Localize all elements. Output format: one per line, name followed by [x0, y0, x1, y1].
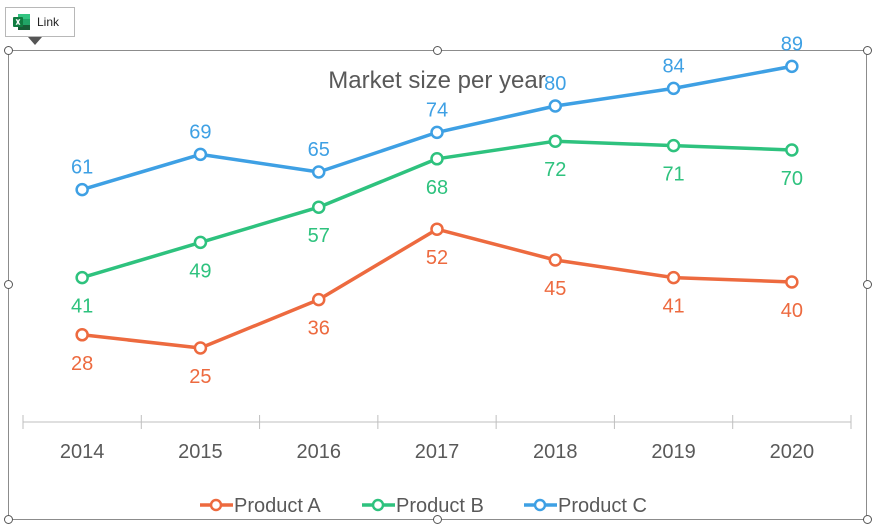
- resize-handle-middle-left[interactable]: [4, 280, 13, 289]
- data-label: 61: [71, 157, 93, 179]
- data-label: 49: [189, 260, 211, 282]
- legend-swatch-marker: [209, 498, 223, 512]
- excel-icon: [13, 14, 30, 30]
- data-point[interactable]: [193, 341, 208, 355]
- resize-handle-top-right[interactable]: [863, 46, 872, 55]
- x-tick-label: 2015: [178, 441, 223, 463]
- legend-item[interactable]: Product C: [524, 495, 647, 517]
- data-label: 36: [308, 318, 330, 340]
- data-point[interactable]: [548, 134, 563, 148]
- data-point[interactable]: [193, 147, 208, 162]
- data-point[interactable]: [430, 125, 444, 140]
- data-label: 65: [308, 139, 330, 161]
- legend-swatch-marker: [533, 498, 547, 512]
- data-point[interactable]: [75, 328, 89, 342]
- data-point[interactable]: [75, 182, 89, 197]
- data-point[interactable]: [311, 165, 326, 179]
- data-label: 45: [544, 278, 566, 300]
- data-label: 80: [544, 73, 566, 95]
- resize-handle-top-center[interactable]: [433, 46, 442, 55]
- excel-link-badge[interactable]: Link: [5, 7, 75, 45]
- x-tick-label: 2018: [533, 441, 578, 463]
- x-tick-label: 2020: [770, 441, 815, 463]
- link-label: Link: [37, 15, 60, 29]
- legend-label: Product C: [558, 495, 647, 517]
- data-point[interactable]: [666, 81, 681, 96]
- data-point[interactable]: [548, 253, 563, 267]
- data-label: 25: [189, 366, 211, 388]
- data-point[interactable]: [785, 275, 799, 289]
- x-tick-label: 2017: [415, 441, 460, 463]
- series-product-a: 28 25 36 52 45 41 40: [71, 222, 803, 388]
- data-label: 57: [308, 225, 330, 247]
- data-label: 68: [426, 177, 448, 199]
- data-label: 28: [71, 353, 93, 375]
- legend-item[interactable]: Product B: [362, 495, 484, 517]
- data-point[interactable]: [430, 152, 444, 166]
- data-label: 72: [544, 159, 566, 181]
- data-label: 89: [781, 33, 803, 55]
- chart-title: Market size per year: [328, 67, 545, 94]
- data-label: 84: [662, 55, 684, 77]
- data-point[interactable]: [193, 235, 208, 250]
- series-product-b: 41 49 57 68 72 71 70: [71, 134, 803, 318]
- data-label: 74: [426, 99, 448, 121]
- data-label: 71: [662, 164, 684, 186]
- data-point[interactable]: [430, 222, 444, 236]
- series-product-c: 61 69 65 74 80 84 89: [71, 33, 803, 197]
- data-label: 52: [426, 247, 448, 269]
- data-point[interactable]: [666, 270, 681, 285]
- data-point[interactable]: [311, 200, 326, 214]
- legend: Product A Product B Product C: [200, 495, 647, 517]
- data-point[interactable]: [785, 59, 799, 74]
- data-label: 69: [189, 121, 211, 143]
- legend-label: Product A: [234, 495, 321, 517]
- data-point[interactable]: [666, 138, 681, 153]
- data-point[interactable]: [785, 143, 799, 157]
- x-tick-label: 2016: [296, 441, 341, 463]
- x-tick-label: 2014: [60, 441, 105, 463]
- data-point[interactable]: [311, 292, 326, 307]
- resize-handle-middle-right[interactable]: [863, 280, 872, 289]
- legend-item[interactable]: Product A: [200, 495, 321, 517]
- data-point[interactable]: [548, 99, 563, 113]
- x-tick-label: 2019: [651, 441, 696, 463]
- data-label: 41: [662, 296, 684, 318]
- data-label: 40: [781, 300, 803, 322]
- legend-swatch-marker: [371, 498, 385, 512]
- data-label: 41: [71, 296, 93, 318]
- data-point[interactable]: [75, 270, 89, 285]
- legend-label: Product B: [396, 495, 484, 517]
- data-label: 70: [781, 168, 803, 190]
- resize-handle-top-left[interactable]: [4, 46, 13, 55]
